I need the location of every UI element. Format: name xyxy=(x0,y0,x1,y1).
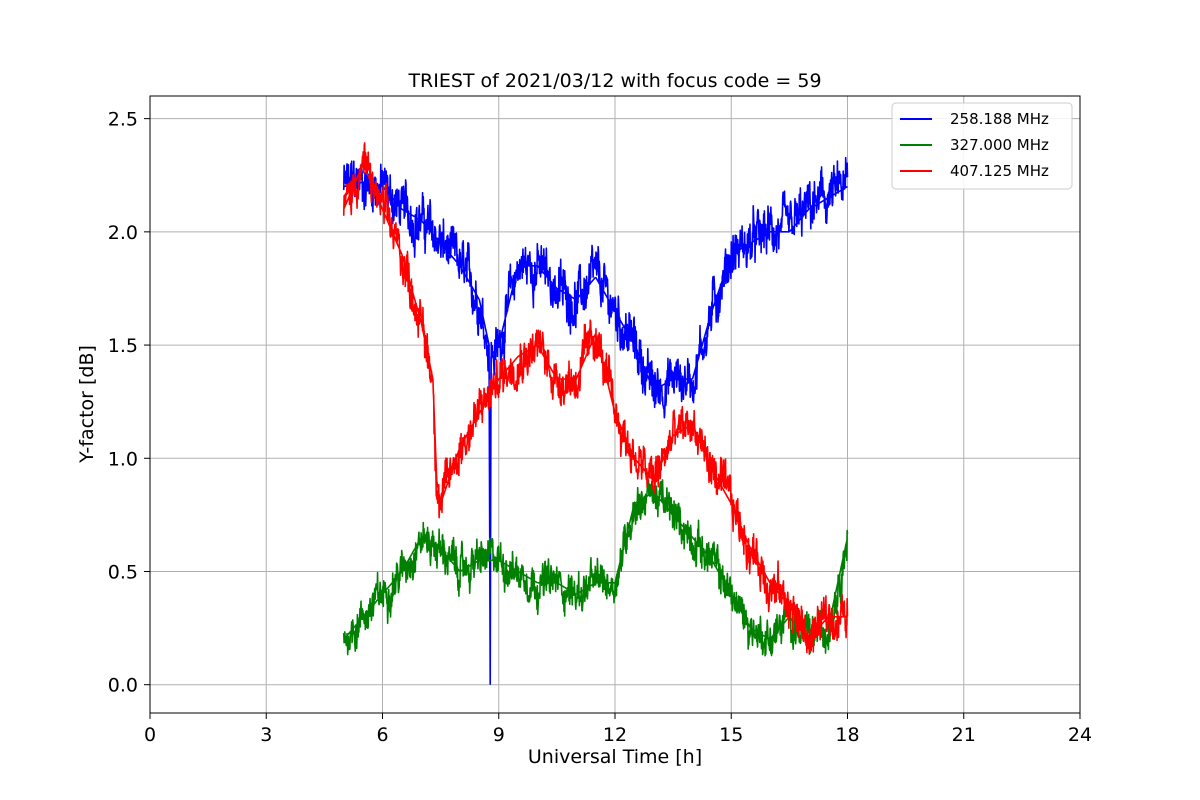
x-tick-label: 18 xyxy=(835,724,859,746)
series-layer xyxy=(342,142,849,685)
legend-box xyxy=(891,102,1073,190)
chart-title: TRIEST of 2021/03/12 with focus code = 5… xyxy=(407,70,821,92)
legend: 258.188 MHz 327.000 MHz 407.125 MHz xyxy=(891,102,1073,190)
x-tick-label: 21 xyxy=(952,724,976,746)
x-tick-label: 9 xyxy=(493,724,505,746)
x-tick-label: 3 xyxy=(260,724,272,746)
y-tick-label: 2.5 xyxy=(108,109,138,131)
series-407mhz xyxy=(342,142,849,655)
legend-label-327mhz: 327.000 MHz xyxy=(950,136,1049,154)
y-tick-label: 1.5 xyxy=(108,335,138,357)
x-tick-label: 6 xyxy=(376,724,388,746)
x-tick-label: 12 xyxy=(603,724,627,746)
axis-ticks: 0 3 6 9 12 15 18 21 24 0.0 0.5 1.0 1.5 2.0 2.5 xyxy=(108,109,1092,746)
y-axis-label: Y-factor [dB] xyxy=(76,345,98,464)
y-tick-label: 2.0 xyxy=(108,222,138,244)
legend-label-407mhz: 407.125 MHz xyxy=(950,162,1049,180)
y-tick-label: 0.5 xyxy=(108,561,138,583)
x-tick-label: 0 xyxy=(144,724,156,746)
x-tick-label: 15 xyxy=(719,724,743,746)
x-tick-label: 24 xyxy=(1068,724,1092,746)
y-tick-label: 1.0 xyxy=(108,448,138,470)
y-tick-label: 0.0 xyxy=(108,675,138,697)
x-axis-label: Universal Time [h] xyxy=(528,746,702,768)
legend-label-258mhz: 258.188 MHz xyxy=(950,110,1049,128)
series-258mhz xyxy=(342,156,849,685)
